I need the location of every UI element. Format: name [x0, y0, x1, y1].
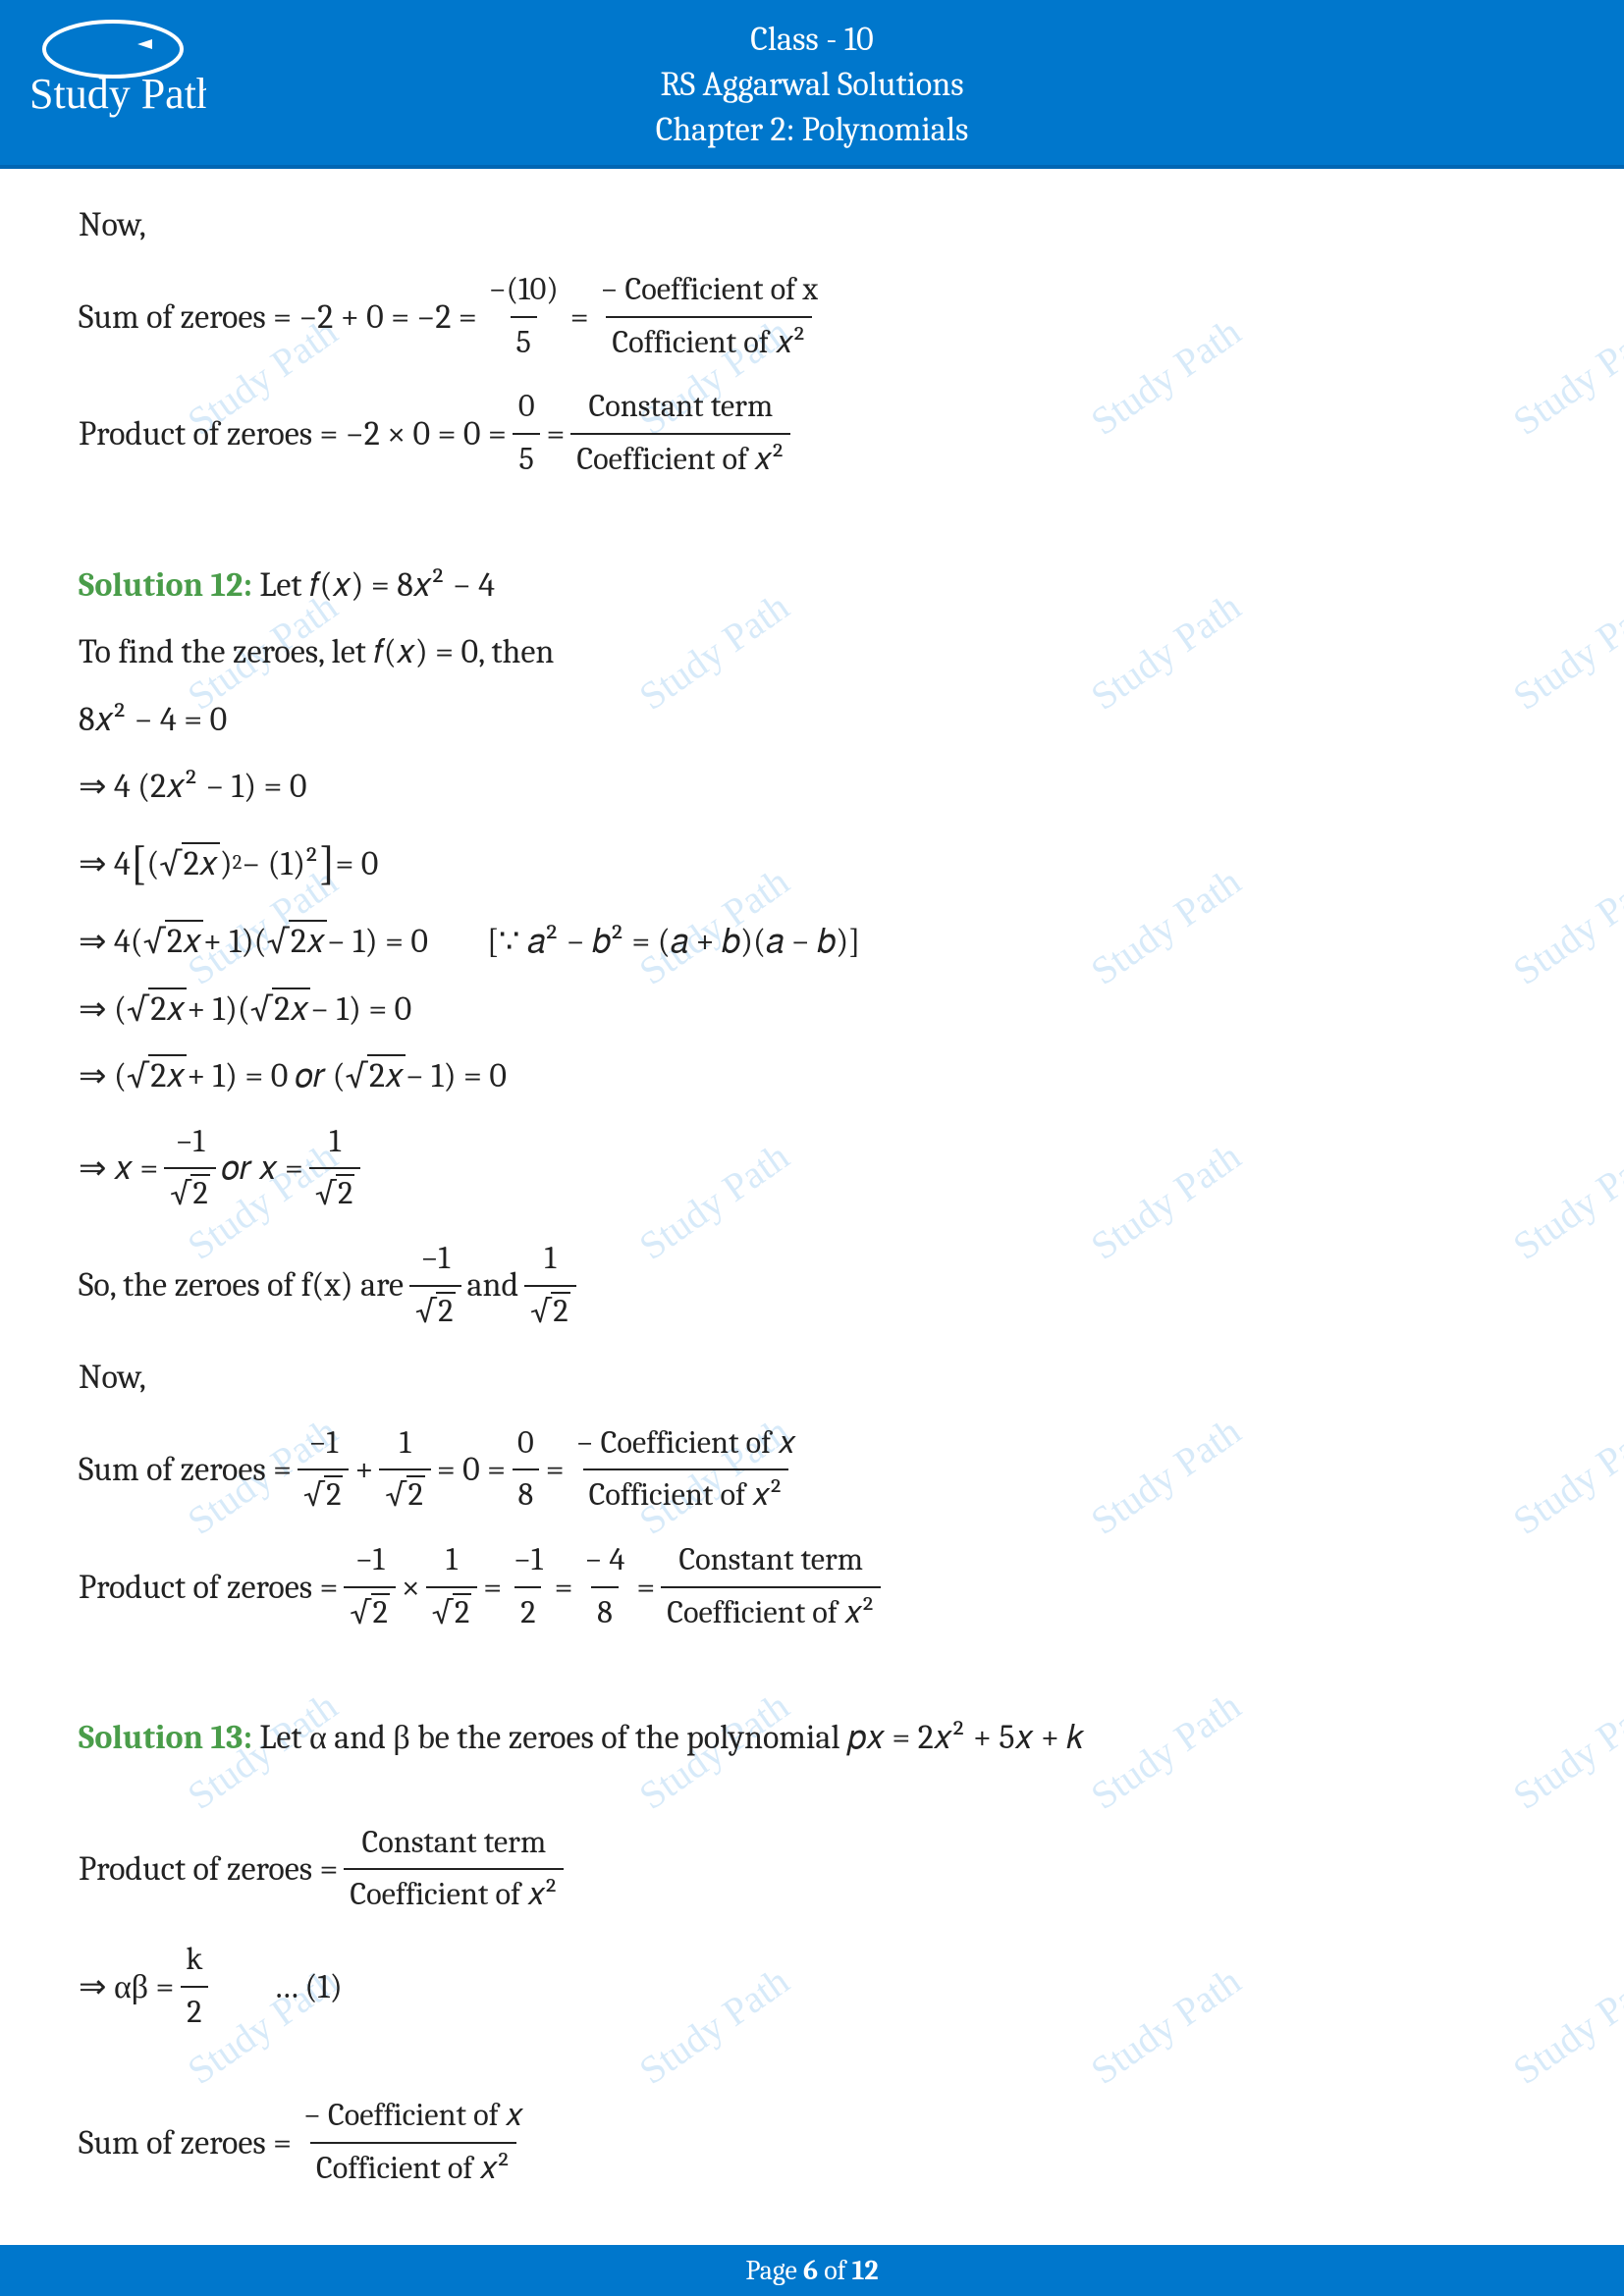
- eq-line-4: ⇒ 4( 2𝑥 + 1)( 2𝑥 − 1) = 0 [∵ 𝑎² − 𝑏² = (…: [79, 915, 1545, 968]
- page-number: 6: [803, 2255, 818, 2286]
- svg-text:Study Path: Study Path: [29, 70, 206, 118]
- solution-13-label: Solution 13:: [79, 1718, 252, 1757]
- eq-line-1: 8𝑥² − 4 = 0: [79, 693, 1545, 746]
- sum-label: Sum of zeroes = −2 + 0 = −2 =: [79, 291, 477, 344]
- product-of-zeroes-12: Product of zeroes = −1 2 × 1 2 = −1 2 = …: [79, 1535, 1545, 1638]
- header-class: Class - 10: [0, 18, 1624, 63]
- sum-of-zeroes-13: Sum of zeroes = − Coefficient of 𝑥 Coffi…: [79, 2091, 1545, 2194]
- now-text: Now,: [79, 198, 1545, 251]
- page-content: Now, Sum of zeroes = −2 + 0 = −2 = −(10)…: [0, 169, 1624, 2195]
- eq-line-3: ⇒ 4 [ (2𝑥)2 − (1)² ] = 0: [79, 827, 1545, 901]
- identity-note: [∵ 𝑎² − 𝑏² = (𝑎 + 𝑏)(𝑎 − 𝑏)]: [487, 915, 860, 968]
- frac-0-5: 0 5: [513, 382, 541, 485]
- frac-const-coef: Constant term Coefficient of 𝑥²: [570, 382, 790, 485]
- eq-line-5: ⇒ ( 2𝑥 + 1)( 2𝑥 − 1) = 0: [79, 983, 1545, 1036]
- product-of-zeroes-intro: Product of zeroes = −2 × 0 = 0 = 0 5 = C…: [79, 382, 1545, 485]
- header-book: RS Aggarwal Solutions: [0, 63, 1624, 108]
- eq-line-2: ⇒ 4 (2𝑥² − 1) = 0: [79, 760, 1545, 813]
- to-find-zeroes: To find the zeroes, let 𝑓(𝑥) = 0, then: [79, 625, 1545, 678]
- frac-10-5: −(10) 5: [483, 265, 565, 368]
- solution-12-label: Solution 12:: [79, 565, 252, 605]
- frac-coef-x: − Coefficient of x Cofficient of 𝑥²: [595, 265, 824, 368]
- sum-of-zeroes-12: Sum of zeroes = −1 2 + 1 2 = 0 = 0 8 = −…: [79, 1418, 1545, 1522]
- now-text-2: Now,: [79, 1351, 1545, 1404]
- eq-line-7: ⇒ 𝑥 = −1 2 𝑜𝑟 𝑥 = 1 2: [79, 1117, 1545, 1220]
- alpha-beta-eq: ⇒ αβ = k 2 … (1): [79, 1935, 1545, 2038]
- header-chapter: Chapter 2: Polynomials: [0, 108, 1624, 153]
- product-of-zeroes-13: Product of zeroes = Constant term Coeffi…: [79, 1818, 1545, 1921]
- eq-line-6: ⇒ ( 2𝑥 + 1) = 0 𝑜𝑟 ( 2𝑥 − 1) = 0: [79, 1049, 1545, 1102]
- page-footer: Page 6 of 12: [0, 2245, 1624, 2296]
- solution-13-heading: Solution 13: Let α and β be the zeroes o…: [79, 1711, 1545, 1764]
- zeroes-statement: So, the zeroes of f(x) are −1 2 and 1 2: [79, 1234, 1545, 1337]
- page-total: 12: [852, 2255, 879, 2286]
- study-path-logo: Study Path: [20, 15, 206, 123]
- page-header: Study Path Class - 10 RS Aggarwal Soluti…: [0, 0, 1624, 169]
- prod-label: Product of zeroes = −2 × 0 = 0 =: [79, 407, 507, 460]
- eq-ref-1: … (1): [273, 1960, 342, 2013]
- solution-12-heading: Solution 12: Let 𝑓(𝑥) = 8𝑥² − 4: [79, 559, 1545, 612]
- sum-of-zeroes-intro: Sum of zeroes = −2 + 0 = −2 = −(10) 5 = …: [79, 265, 1545, 368]
